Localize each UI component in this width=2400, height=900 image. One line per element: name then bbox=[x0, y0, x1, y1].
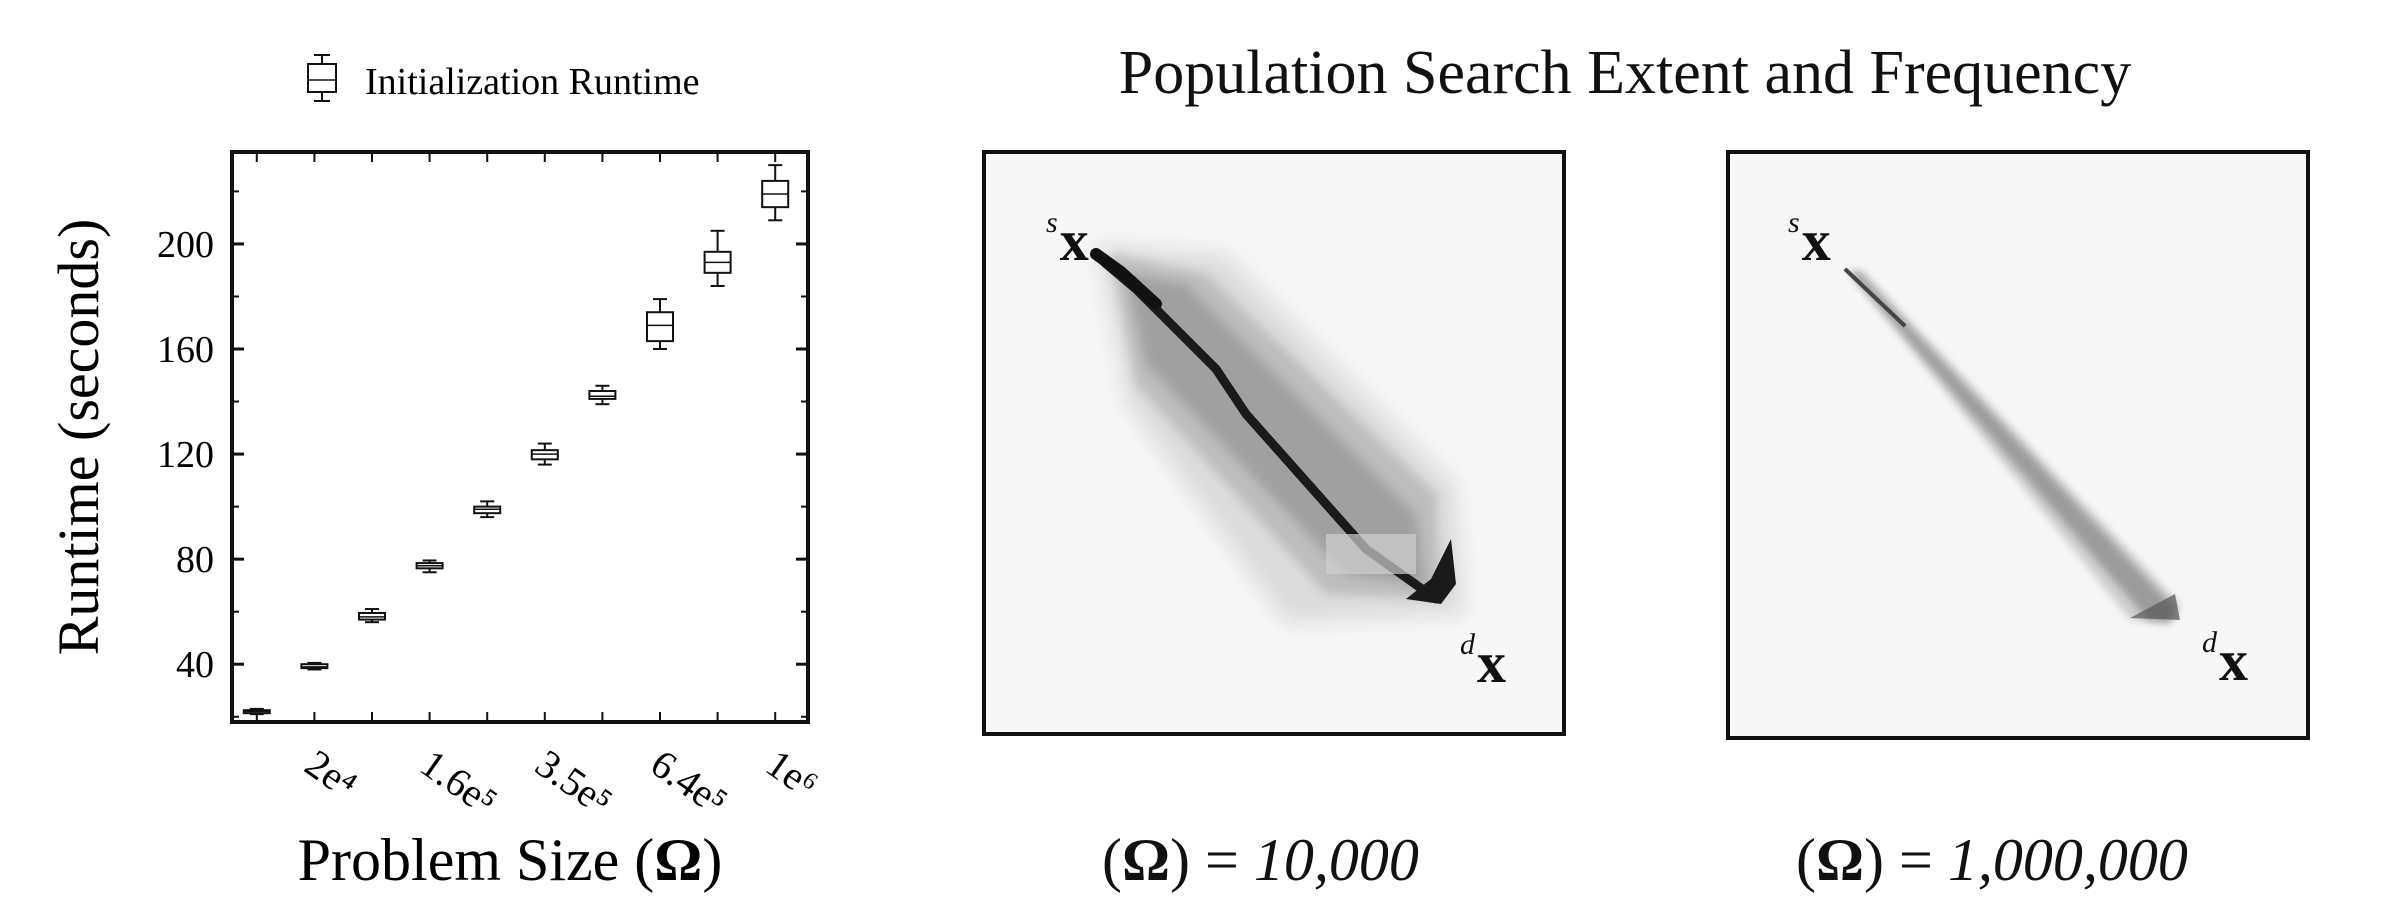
x-axis-label: Problem Size (Ω) bbox=[298, 827, 723, 893]
heat-end-cluster bbox=[1406, 539, 1456, 604]
x-tick-label: 1.6e⁵ bbox=[412, 741, 505, 825]
start-point-label: sx bbox=[1046, 206, 1089, 273]
box bbox=[761, 164, 790, 222]
heatmap-large bbox=[1843, 267, 2180, 624]
legend-label: Initialization Runtime bbox=[365, 61, 700, 103]
heatmap-panel-large: sx dx bbox=[1726, 150, 2310, 740]
y-axis-label: Runtime (seconds) bbox=[46, 219, 111, 656]
y-axis: 40 80 120 160 200 bbox=[157, 190, 808, 718]
y-tick-label: 160 bbox=[157, 329, 214, 371]
caption-large: (Ω) = 1,000,000 bbox=[1796, 827, 2188, 893]
end-point-label: dx bbox=[2202, 626, 2248, 693]
heatmap-panel-small: sx dx bbox=[982, 150, 1566, 736]
legend: Initialization Runtime bbox=[307, 54, 700, 103]
box bbox=[242, 707, 271, 716]
y-tick-label: 40 bbox=[176, 644, 214, 686]
box bbox=[588, 384, 617, 406]
x-tick-label: 3.5e⁵ bbox=[528, 741, 621, 825]
plot-frame bbox=[230, 150, 810, 724]
legend-box-icon bbox=[307, 54, 337, 102]
caption-small: (Ω) = 10,000 bbox=[1102, 827, 1419, 893]
x-tick-label: 2e⁴ bbox=[297, 741, 365, 808]
heat-end-fan bbox=[2130, 594, 2180, 620]
x-tick-label: 1e⁶ bbox=[758, 741, 826, 808]
heat-start-cluster bbox=[1090, 248, 1162, 310]
y-tick-label: 120 bbox=[157, 434, 214, 476]
heat-start-trace bbox=[1843, 267, 1907, 328]
box bbox=[300, 661, 329, 671]
box-iqr bbox=[588, 390, 617, 400]
box bbox=[646, 298, 674, 351]
heatmap-small bbox=[1090, 244, 1466, 624]
box bbox=[473, 500, 502, 519]
end-point-label: dx bbox=[1460, 628, 1506, 695]
start-point-label: sx bbox=[1788, 206, 1831, 273]
box bbox=[703, 229, 732, 287]
box-iqr bbox=[646, 311, 674, 343]
y-tick-label: 200 bbox=[157, 224, 214, 266]
y-tick-label: 80 bbox=[176, 539, 214, 581]
box-series bbox=[242, 164, 790, 716]
box bbox=[530, 442, 559, 466]
panel-title: Population Search Extent and Frequency bbox=[1118, 39, 2132, 107]
heat-end-spread bbox=[1326, 534, 1416, 574]
box bbox=[358, 608, 386, 624]
heat-band-inner bbox=[1850, 272, 2178, 622]
box bbox=[415, 559, 444, 574]
x-tick-label: 6.4e⁵ bbox=[643, 741, 736, 825]
